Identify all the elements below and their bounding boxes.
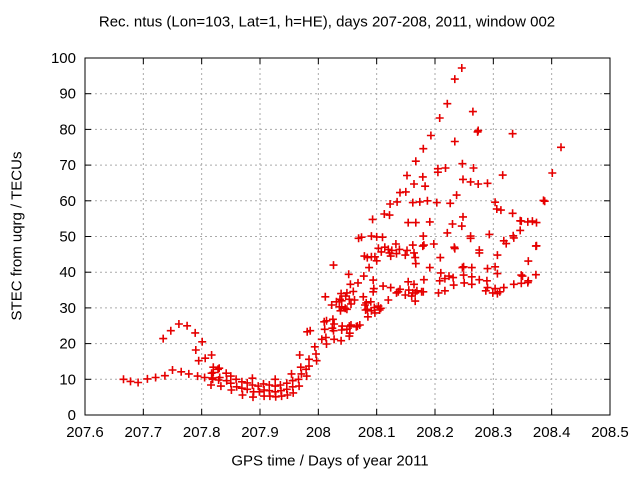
gridlines — [85, 58, 610, 415]
y-tick-label: 20 — [59, 336, 76, 353]
y-tick-label: 70 — [59, 157, 76, 174]
y-tick-label: 10 — [59, 371, 76, 388]
x-tick-label: 208.4 — [533, 424, 571, 441]
y-tick-label: 40 — [59, 264, 76, 281]
x-axis-label: GPS time / Days of year 2011 — [231, 452, 429, 470]
y-tick-label: 100 — [51, 50, 76, 67]
y-tick-label: 80 — [59, 121, 76, 138]
y-tick-label: 60 — [59, 193, 76, 210]
x-tick-label: 207.8 — [183, 424, 221, 441]
tick-marks — [84, 57, 611, 416]
x-tick-label: 208.5 — [591, 424, 629, 441]
x-tick-label: 207.7 — [125, 424, 163, 441]
x-tick-label: 208.1 — [358, 424, 396, 441]
y-tick-label: 0 — [68, 407, 76, 424]
data-points — [119, 64, 565, 402]
x-tick-label: 208.3 — [475, 424, 513, 441]
x-tick-label: 208 — [306, 424, 331, 441]
x-tick-label: 207.6 — [66, 424, 104, 441]
x-tick-label: 208.2 — [416, 424, 454, 441]
chart-title: Rec. ntus (Lon=103, Lat=1, h=HE), days 2… — [98, 13, 556, 31]
y-tick-label: 50 — [59, 229, 76, 246]
x-tick-label: 207.9 — [241, 424, 279, 441]
y-tick-label: 30 — [59, 300, 76, 317]
y-tick-label: 90 — [59, 86, 76, 103]
